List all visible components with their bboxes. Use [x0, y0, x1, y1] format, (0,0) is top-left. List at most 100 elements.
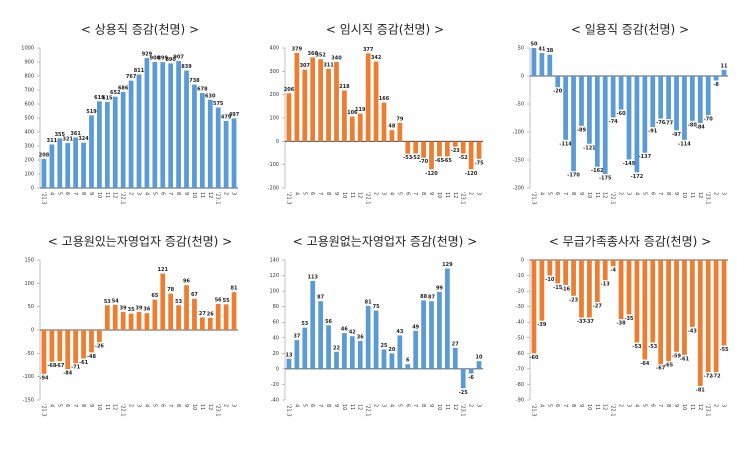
value-label: 379 [292, 46, 303, 52]
bar [152, 299, 158, 330]
y-tick-label: -50 [516, 102, 524, 108]
bar [160, 273, 166, 330]
value-label: 811 [134, 68, 145, 74]
value-label: 355 [55, 132, 66, 138]
x-tick-label: 12 [452, 192, 458, 198]
bar [444, 268, 450, 369]
bar [618, 260, 624, 320]
x-tick-label: 9 [183, 404, 189, 407]
value-label: -172 [631, 174, 644, 180]
value-label: 26 [207, 311, 214, 317]
value-label: 575 [213, 101, 224, 107]
bar [318, 301, 324, 369]
x-tick-label: '21.3 [40, 404, 46, 417]
x-tick-label: 2 [713, 404, 719, 407]
value-label: 129 [442, 262, 453, 268]
bar [81, 142, 86, 188]
x-tick-label: 4 [538, 404, 544, 407]
bar [373, 61, 379, 142]
bar [342, 90, 347, 142]
bar [579, 76, 584, 126]
bar [302, 69, 308, 142]
bar [658, 260, 664, 365]
x-tick-label: 4 [633, 192, 639, 195]
y-tick-label: -40 [271, 398, 279, 404]
y-tick-label: 0 [31, 328, 34, 334]
y-tick-label: 40 [273, 335, 279, 341]
chart-title: < 고용원없는자영업자 증감(천명) > [293, 234, 477, 249]
value-label: 81 [231, 286, 238, 292]
y-tick-label: -150 [23, 398, 34, 404]
x-tick-label: '21.3 [285, 192, 291, 205]
chart-title: < 상용직 증감(천명) > [81, 22, 199, 37]
value-label: -38 [617, 321, 627, 327]
value-label: -23 [451, 148, 461, 154]
bar [223, 304, 229, 330]
bar [57, 330, 63, 362]
x-tick-label: 11 [199, 404, 205, 410]
bar [357, 340, 363, 369]
value-label: -60 [617, 111, 627, 117]
x-tick-label: '23.1 [705, 404, 711, 417]
x-tick-label: 11 [349, 192, 355, 198]
x-tick-label: 12 [602, 192, 608, 198]
bar [176, 305, 181, 330]
bar [563, 260, 569, 285]
bar [674, 260, 679, 352]
value-label: 307 [300, 63, 311, 69]
value-label: 900 [150, 56, 161, 62]
x-tick-label: 4 [48, 192, 54, 195]
value-label: -53 [632, 344, 642, 350]
value-label: -81 [696, 388, 706, 394]
bar [389, 353, 395, 369]
value-label: 208 [39, 152, 50, 158]
x-tick-label: 10 [96, 192, 102, 198]
value-label: 56 [325, 319, 332, 325]
y-tick-label: 0 [31, 186, 34, 192]
x-tick-label: 5 [641, 404, 647, 407]
x-tick-label: 8 [175, 192, 181, 195]
value-label: 65 [151, 293, 158, 299]
x-tick-label: 7 [562, 192, 568, 195]
bar [176, 61, 181, 188]
value-label: 46 [341, 327, 348, 333]
value-label: 652 [110, 90, 121, 96]
chart-title: < 무급가족종사자 증감(천명) > [549, 234, 711, 249]
value-label: -15 [553, 285, 563, 291]
bar [128, 80, 134, 188]
value-label: 907 [173, 55, 184, 61]
x-tick-label: 2 [618, 192, 624, 195]
value-label: -175 [599, 176, 612, 182]
bar [697, 76, 703, 124]
chart-title: < 일용직 증감(천명) > [571, 22, 689, 37]
x-tick-label: 4 [143, 192, 149, 195]
bar [705, 260, 711, 372]
x-tick-label: 3 [476, 192, 482, 195]
value-label: -6 [468, 375, 474, 381]
x-tick-label: 10 [436, 404, 442, 410]
value-label: -70 [419, 159, 429, 165]
value-label: 10 [476, 355, 483, 361]
bar [215, 303, 221, 330]
x-tick-label: 10 [96, 404, 102, 410]
value-label: 899 [158, 56, 169, 62]
x-tick-label: 11 [594, 192, 600, 198]
x-tick-label: 11 [444, 404, 450, 410]
value-label: -120 [425, 171, 438, 177]
bar [381, 102, 387, 142]
x-tick-label: 6 [404, 192, 410, 195]
x-tick-label: 11 [104, 192, 110, 198]
value-label: 340 [331, 56, 342, 62]
x-tick-label: 2 [618, 404, 624, 407]
bar [413, 330, 419, 369]
x-tick-label: '23.1 [460, 192, 466, 205]
bar [531, 48, 537, 76]
y-tick-label: 60 [273, 320, 279, 326]
value-label: 767 [126, 74, 137, 80]
value-label: 342 [371, 55, 382, 61]
x-tick-label: 5 [56, 404, 62, 407]
x-tick-label: 10 [341, 404, 347, 410]
bar [104, 305, 110, 330]
x-tick-label: 2 [373, 404, 379, 407]
x-tick-label: 9 [428, 404, 434, 407]
